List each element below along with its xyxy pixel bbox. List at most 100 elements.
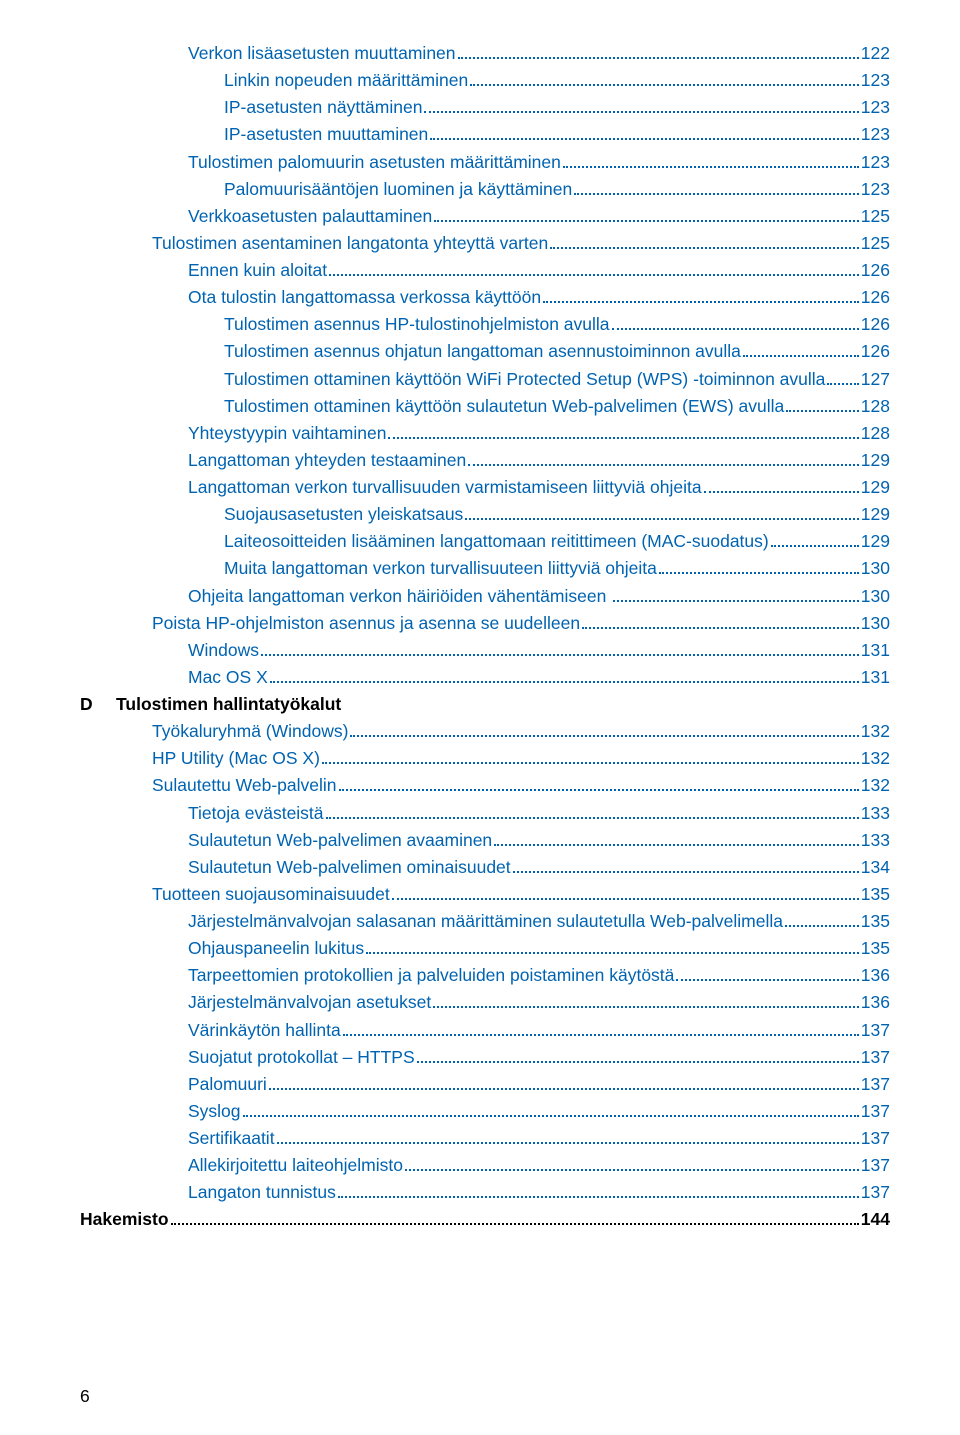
toc-leader-dots (434, 210, 859, 222)
toc-entry[interactable]: Laiteosoitteiden lisääminen langattomaan… (80, 528, 890, 555)
toc-entry[interactable]: Värinkäytön hallinta137 (80, 1017, 890, 1044)
toc-entry-page: 123 (861, 121, 890, 148)
toc-entry-label: Sertifikaatit (188, 1125, 275, 1152)
toc-entry-page: 129 (861, 528, 890, 555)
toc-entry-label: Ennen kuin aloitat (188, 257, 327, 284)
toc-entry[interactable]: Poista HP-ohjelmiston asennus ja asenna … (80, 610, 890, 637)
toc-entry[interactable]: Sulautetun Web-palvelimen ominaisuudet 13… (80, 854, 890, 881)
toc-entry-page: 126 (861, 257, 890, 284)
toc-entry[interactable]: Sulautetun Web-palvelimen avaaminen133 (80, 827, 890, 854)
toc-leader-dots (468, 454, 859, 466)
toc-entry-page: 133 (861, 800, 890, 827)
toc-entry-page: 144 (861, 1206, 890, 1233)
toc-entry[interactable]: Tulostimen ottaminen käyttöön WiFi Prote… (80, 366, 890, 393)
toc-entry-label: Hakemisto (80, 1206, 169, 1233)
toc-entry[interactable]: Yhteystyypin vaihtaminen128 (80, 420, 890, 447)
toc-entry[interactable]: Sertifikaatit137 (80, 1125, 890, 1152)
toc-entry-label: Langaton tunnistus (188, 1179, 336, 1206)
toc-entry-page: 130 (861, 555, 890, 582)
page-number-footer: 6 (80, 1386, 90, 1407)
toc-entry-label: Työkaluryhmä (Windows) (152, 718, 348, 745)
toc-entry[interactable]: Ota tulostin langattomassa verkossa käyt… (80, 284, 890, 311)
toc-entry[interactable]: Allekirjoitettu laiteohjelmisto137 (80, 1152, 890, 1179)
toc-entry[interactable]: Ennen kuin aloitat 126 (80, 257, 890, 284)
toc-entry-label: Tarpeettomien protokollien ja palveluide… (188, 962, 674, 989)
toc-entry-page: 131 (861, 664, 890, 691)
toc-entry[interactable]: Tulostimen asentaminen langatonta yhteyt… (80, 230, 890, 257)
toc-entry-label: Järjestelmänvalvojan asetukset (188, 989, 431, 1016)
toc-entry[interactable]: Tarpeettomien protokollien ja palveluide… (80, 962, 890, 989)
toc-entry-label: Tulostimen ottaminen käyttöön sulautetun… (224, 393, 784, 420)
toc-entry[interactable]: Verkkoasetusten palauttaminen125 (80, 203, 890, 230)
toc-entry[interactable]: Muita langattoman verkon turvallisuuteen… (80, 555, 890, 582)
toc-entry[interactable]: Järjestelmänvalvojan asetukset136 (80, 989, 890, 1016)
toc-entry[interactable]: Järjestelmänvalvojan salasanan määrittäm… (80, 908, 890, 935)
toc-entry[interactable]: Tulostimen asennus ohjatun langattoman a… (80, 338, 890, 365)
toc-leader-dots (343, 1024, 859, 1036)
toc-entry-page: 127 (861, 366, 890, 393)
toc-entry[interactable]: Ohjeita langattoman verkon häiriöiden vä… (80, 583, 890, 610)
toc-entry-label: Ohjeita langattoman verkon häiriöiden vä… (188, 583, 611, 610)
toc-entry-label: Tietoja evästeistä (188, 800, 324, 827)
toc-leader-dots (338, 1187, 859, 1199)
toc-leader-dots (785, 915, 859, 927)
toc-leader-dots (424, 102, 858, 114)
toc-leader-dots (582, 617, 859, 629)
toc-leader-dots (494, 834, 859, 846)
toc-entry-label: Tulostimen asentaminen langatonta yhteyt… (152, 230, 548, 257)
toc-entry[interactable]: Palomuuri137 (80, 1071, 890, 1098)
toc-entry[interactable]: Langaton tunnistus137 (80, 1179, 890, 1206)
toc-entry[interactable]: Suojatut protokollat – HTTPS137 (80, 1044, 890, 1071)
toc-entry[interactable]: Suojausasetusten yleiskatsaus129 (80, 501, 890, 528)
toc-section-label: Tulostimen hallintatyökalut (116, 691, 341, 718)
toc-entry[interactable]: Sulautettu Web-palvelin132 (80, 772, 890, 799)
toc-leader-dots (543, 292, 859, 304)
toc-section-heading: DTulostimen hallintatyökalut (80, 691, 890, 718)
toc-entry[interactable]: Langattoman yhteyden testaaminen129 (80, 447, 890, 474)
toc-entry[interactable]: Ohjauspaneelin lukitus135 (80, 935, 890, 962)
toc-entry[interactable]: Tulostimen ottaminen käyttöön sulautetun… (80, 393, 890, 420)
toc-entry-page: 130 (861, 583, 890, 610)
toc-entry-label: Sulautetun Web-palvelimen ominaisuudet (188, 854, 511, 881)
toc-entry[interactable]: IP-asetusten muuttaminen123 (80, 121, 890, 148)
toc-entry[interactable]: Tietoja evästeistä 133 (80, 800, 890, 827)
toc-entry[interactable]: HP Utility (Mac OS X)132 (80, 745, 890, 772)
toc-leader-dots (417, 1051, 859, 1063)
toc-entry-label: Tulostimen asennus HP-tulostinohjelmisto… (224, 311, 610, 338)
toc-leader-dots (350, 726, 858, 738)
toc-entry-page: 134 (861, 854, 890, 881)
toc-entry-label: Allekirjoitettu laiteohjelmisto (188, 1152, 403, 1179)
toc-entry-label: Sulautettu Web-palvelin (152, 772, 337, 799)
toc-entry-label: IP-asetusten näyttäminen (224, 94, 422, 121)
toc-leader-dots (243, 1105, 859, 1117)
toc-entry[interactable]: Tuotteen suojausominaisuudet135 (80, 881, 890, 908)
toc-leader-dots (329, 264, 859, 276)
toc-leader-dots (465, 509, 858, 521)
toc-entry[interactable]: Tulostimen palomuurin asetusten määrittä… (80, 149, 890, 176)
toc-entry-label: Palomuuri (188, 1071, 267, 1098)
toc-entry-label: Linkin nopeuden määrittäminen (224, 67, 468, 94)
toc-entry-label: Verkon lisäasetusten muuttaminen (188, 40, 456, 67)
toc-entry[interactable]: Syslog137 (80, 1098, 890, 1125)
toc-leader-dots (171, 1214, 859, 1226)
toc-entry-page: 122 (861, 40, 890, 67)
toc-entry[interactable]: Tulostimen asennus HP-tulostinohjelmisto… (80, 311, 890, 338)
toc-entry[interactable]: Työkaluryhmä (Windows)132 (80, 718, 890, 745)
toc-entry[interactable]: Mac OS X131 (80, 664, 890, 691)
toc-entry-label: Poista HP-ohjelmiston asennus ja asenna … (152, 610, 580, 637)
toc-entry-page: 136 (861, 962, 890, 989)
toc-entry-page: 135 (861, 935, 890, 962)
toc-entry[interactable]: IP-asetusten näyttäminen123 (80, 94, 890, 121)
toc-entry-page: 128 (861, 393, 890, 420)
toc-leader-dots (388, 427, 858, 439)
toc-entry[interactable]: Langattoman verkon turvallisuuden varmis… (80, 474, 890, 501)
toc-entry[interactable]: Linkin nopeuden määrittäminen123 (80, 67, 890, 94)
toc-leader-dots (704, 481, 859, 493)
toc-entry[interactable]: Verkon lisäasetusten muuttaminen 122 (80, 40, 890, 67)
toc-entry-page: 130 (861, 610, 890, 637)
toc-entry[interactable]: Palomuurisääntöjen luominen ja käyttämin… (80, 176, 890, 203)
toc-leader-dots (550, 237, 859, 249)
toc-entry-label: Sulautetun Web-palvelimen avaaminen (188, 827, 492, 854)
toc-entry[interactable]: Windows131 (80, 637, 890, 664)
toc-entry[interactable]: Hakemisto 144 (80, 1206, 890, 1233)
